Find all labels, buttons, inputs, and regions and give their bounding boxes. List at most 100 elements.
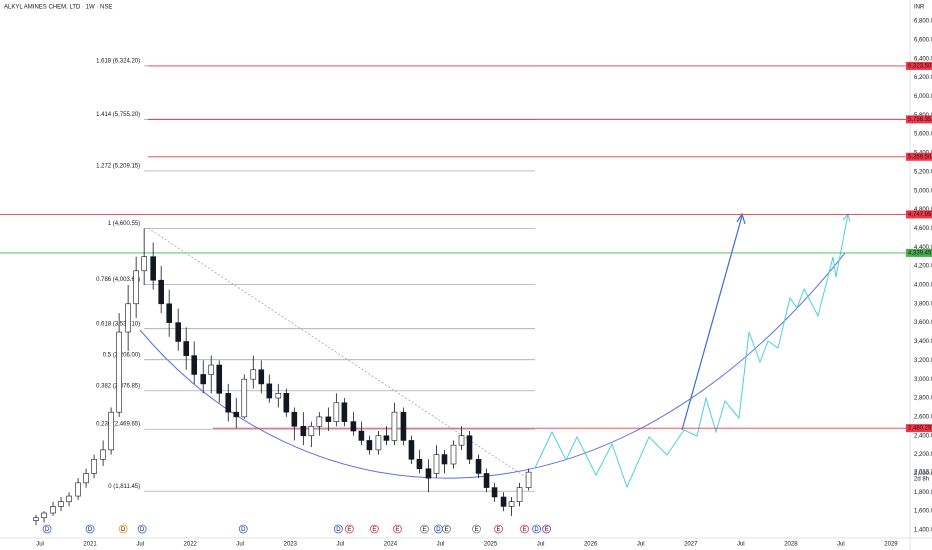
candle-body [225,393,232,413]
candle-body [283,393,290,413]
event-marker [494,524,503,534]
projection-path [534,213,849,489]
candle-body [83,473,89,484]
candle-body [300,426,307,437]
event-marker [238,524,248,534]
event-label: E [444,527,448,533]
event-label: E [523,527,527,533]
price-label: 4,339.45 [908,251,932,257]
candle-body [458,435,465,446]
price-label: 2,480.25 [908,426,932,432]
event-label: E [497,527,501,533]
x-tick-label: Jul [837,542,845,548]
y-tick-label: 1,600.00 [914,509,932,515]
y-tick-label: 4,600.00 [914,226,932,232]
candle-body [33,517,39,521]
candle-body [425,468,432,479]
x-tick-label: Jul [537,542,545,548]
y-tick-label: 3,800.00 [914,301,932,307]
y-tick-label: 6,800.00 [914,19,932,25]
candle-body [183,341,190,356]
projection-arrow [681,215,743,431]
candle-body [116,331,122,413]
candle-body [250,369,257,380]
event-label: E [372,527,376,533]
candle-body [491,487,498,498]
event-marker [370,524,379,534]
candle-body [241,378,248,418]
candle-body [508,501,515,507]
cup-curve [139,252,846,479]
event-marker [333,524,343,534]
x-tick-label: 2023 [284,542,298,548]
y-tick-label: 5,200.00 [914,169,932,175]
candle-body [91,458,97,474]
candle-body [408,440,415,460]
y-tick-label: 5,600.00 [914,132,932,138]
event-label: D [45,527,50,533]
candle-body [358,430,365,441]
candle-body [366,440,373,451]
candle-body [266,383,273,399]
event-marker [472,524,481,534]
event-label: D [140,527,145,533]
y-tick-label: 6,400.00 [914,56,932,62]
x-tick-label: 2022 [184,542,198,548]
fib-label: 1.618 (6,324.20) [96,58,140,64]
candle-body [208,364,215,375]
candle-body [191,355,198,375]
event-marker [420,524,429,534]
candle-body [233,411,240,418]
candle-body [308,426,315,437]
x-tick-label: Jul [637,542,645,548]
price-label-box [906,61,932,70]
candle-body [275,393,282,399]
price-label: 5,756.35 [908,117,932,123]
candle-body [200,374,207,385]
x-tick-label: 2021 [83,542,97,548]
candle-body [375,435,382,451]
candle-body [133,270,139,305]
price-label-box [906,152,932,161]
candle-body [166,303,172,323]
candle-body [391,411,398,441]
event-marker [344,524,354,534]
y-tick-label: 6,200.00 [914,75,932,81]
candle-body [500,496,507,507]
candle-body [341,402,348,422]
event-label: E [347,527,351,533]
event-marker [542,524,552,534]
event-label: D [436,527,441,533]
y-tick-label: 3,400.00 [914,339,932,345]
candle-body [125,303,131,333]
price-label: 5,359.50 [908,154,932,160]
candle-body [100,449,106,460]
fib-label: 1.414 (5,755.20) [96,112,140,118]
candle-body [325,416,332,422]
fib-label: 0.618 (3,535.10) [96,321,140,327]
candle-body [50,506,56,514]
event-marker [137,524,147,534]
candle-body [516,487,523,503]
candle-body [150,256,156,281]
x-tick-label: 2025 [484,542,498,548]
event-label: D [121,527,126,533]
event-marker [118,524,128,534]
price-label-box [906,210,932,219]
candle-body [333,402,340,422]
fib-label: 1.272 (5,209.15) [96,164,140,170]
event-marker [393,524,402,534]
candle-body [175,322,181,342]
candle-body [216,364,223,394]
event-label: D [336,527,341,533]
event-marker [532,524,541,534]
candle-body [400,411,407,441]
x-tick-label: Jul [437,542,445,548]
candle-body [383,435,390,441]
event-label: E [395,527,399,533]
candle-body [416,458,423,470]
fib-label: 0 (1,811.45) [108,484,140,490]
x-tick-label: Jul [36,542,44,548]
